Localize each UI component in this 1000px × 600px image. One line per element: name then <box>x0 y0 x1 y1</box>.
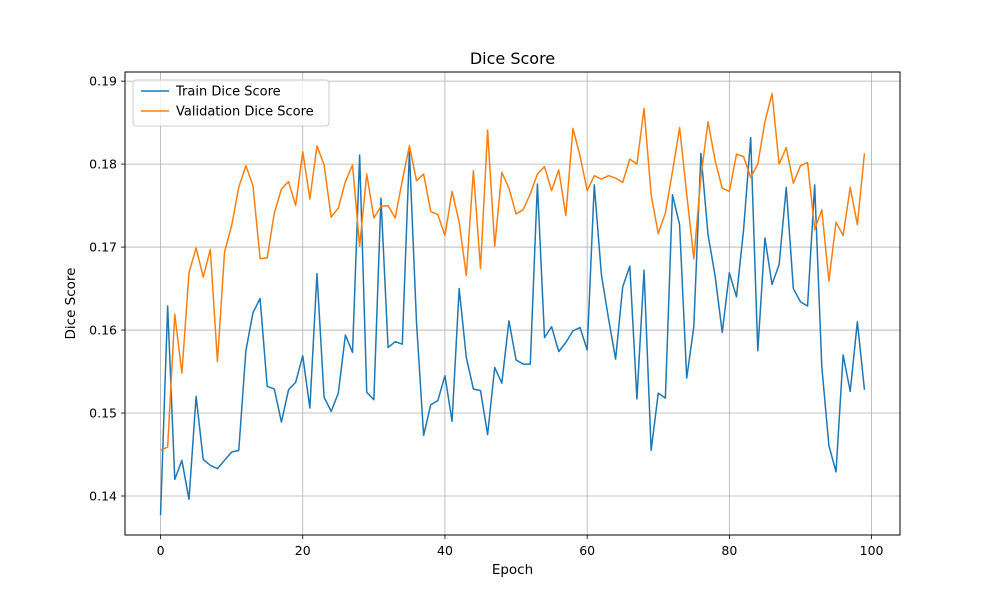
y-tick-label: 0.16 <box>89 323 117 338</box>
plot-frame <box>124 71 901 536</box>
legend-entry: Train Dice Score <box>175 85 281 100</box>
series-line-validation <box>160 92 866 452</box>
legend-box <box>132 79 330 127</box>
y-axis-label: Dice Score <box>63 268 79 340</box>
x-tick-label: 40 <box>437 543 453 558</box>
axis-ticks: 0 20 40 60 80 100 0.14 0.15 0.16 0.17 0.18 0.19 <box>89 74 883 558</box>
legend-entry: Validation Dice Score <box>176 105 314 120</box>
y-tick-label: 0.15 <box>89 406 117 421</box>
y-tick-label: 0.17 <box>89 240 117 255</box>
grid <box>125 72 900 535</box>
series-lines <box>159 92 866 516</box>
x-tick-label: 60 <box>579 543 595 558</box>
x-tick-label: 80 <box>721 543 737 558</box>
x-tick-label: 20 <box>295 543 311 558</box>
x-axis-label: Epoch <box>492 562 533 578</box>
x-tick-label: 100 <box>860 543 884 558</box>
x-tick-label: 0 <box>157 543 165 558</box>
chart-title: Dice Score <box>470 49 555 68</box>
series-line-train <box>159 136 866 516</box>
y-tick-label: 0.18 <box>89 157 117 172</box>
y-tick-label: 0.19 <box>89 74 117 89</box>
legend: Train Dice Score Validation Dice Score <box>132 79 330 127</box>
y-tick-label: 0.14 <box>89 489 117 504</box>
